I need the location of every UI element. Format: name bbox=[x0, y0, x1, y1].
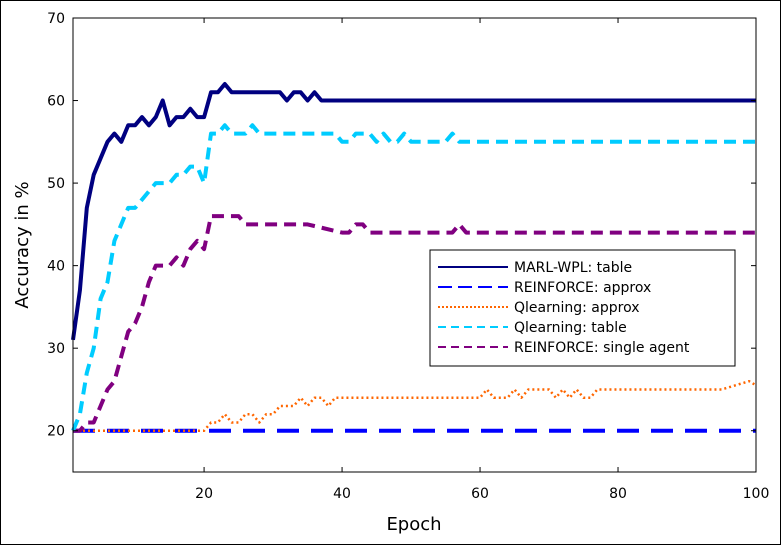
legend-label: Qlearning: approx bbox=[514, 300, 640, 316]
series-line-3 bbox=[71, 123, 756, 432]
y-tick-label: 70 bbox=[47, 11, 65, 27]
x-tick-label: 80 bbox=[609, 486, 627, 502]
x-tick-label: 60 bbox=[471, 486, 489, 502]
y-tick-label: 20 bbox=[47, 424, 65, 440]
x-tick-label: 100 bbox=[743, 486, 770, 502]
plot-area bbox=[71, 82, 757, 433]
y-tick-label: 50 bbox=[47, 176, 65, 192]
x-axis-label: Epoch bbox=[386, 514, 441, 535]
y-tick-label: 40 bbox=[47, 259, 65, 275]
x-tick-label: 40 bbox=[333, 486, 351, 502]
legend: MARL-WPL: table REINFORCE: approx Qlearnin… bbox=[429, 249, 736, 367]
y-tick-label: 60 bbox=[47, 94, 65, 110]
legend-label: MARL-WPL: table bbox=[514, 260, 632, 276]
legend-label: Qlearning: table bbox=[514, 320, 627, 336]
series-line-4 bbox=[73, 214, 756, 433]
series-line-0 bbox=[71, 82, 756, 341]
legend-label: REINFORCE: approx bbox=[514, 280, 651, 296]
legend-label: REINFORCE: single agent bbox=[514, 340, 690, 356]
y-tick-label: 30 bbox=[47, 341, 65, 357]
axes: 20 30 40 50 60 70 20 40 60 80 100 bbox=[47, 11, 769, 502]
x-tick-label: 20 bbox=[195, 486, 213, 502]
plot-frame bbox=[72, 17, 757, 473]
y-axis-label: Accuracy in % bbox=[12, 181, 33, 308]
